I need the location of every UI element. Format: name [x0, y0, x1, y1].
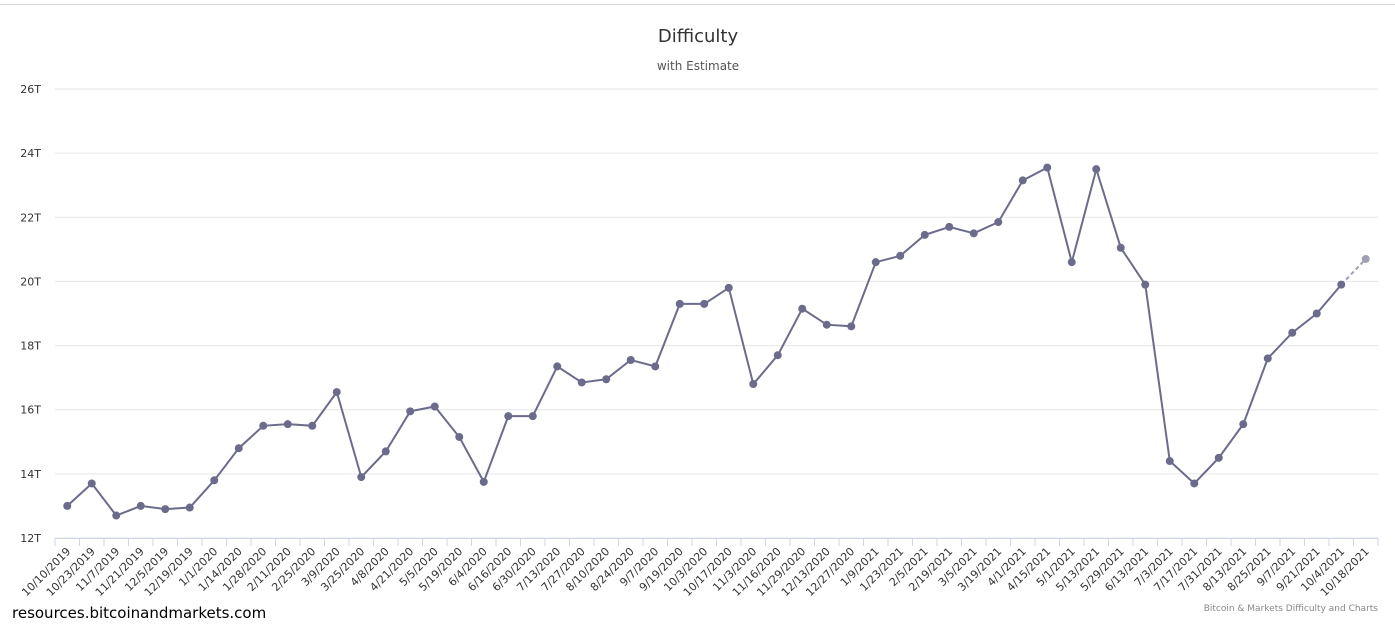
top-rule [0, 4, 1395, 5]
data-point[interactable] [773, 351, 782, 360]
data-point[interactable] [87, 479, 96, 488]
x-axis-labels: 10/10/201910/23/201911/7/201911/21/20191… [19, 538, 1379, 599]
chart-subtitle: with Estimate [657, 59, 739, 73]
data-point[interactable] [259, 421, 268, 430]
data-point[interactable] [1312, 309, 1321, 318]
data-point[interactable] [136, 501, 145, 510]
data-point[interactable] [1141, 280, 1150, 289]
data-point[interactable] [1239, 420, 1248, 429]
data-point[interactable] [1288, 328, 1297, 337]
data-point[interactable] [1214, 453, 1223, 462]
y-tick-label: 18T [20, 340, 41, 353]
data-point[interactable] [749, 380, 758, 389]
source-label: resources.bitcoinandmarkets.com [12, 604, 267, 622]
data-point[interactable] [455, 432, 464, 441]
data-point[interactable] [1116, 243, 1125, 252]
data-point[interactable] [528, 412, 537, 421]
data-point[interactable] [945, 222, 954, 231]
data-point[interactable] [896, 251, 905, 260]
data-point[interactable] [63, 501, 72, 510]
data-point[interactable] [357, 473, 366, 482]
data-point[interactable] [504, 412, 513, 421]
data-point[interactable] [161, 505, 170, 514]
data-point[interactable] [1092, 165, 1101, 174]
data-point[interactable] [920, 230, 929, 239]
data-point[interactable] [871, 258, 880, 267]
data-point[interactable] [308, 421, 317, 430]
data-point[interactable] [406, 407, 415, 416]
estimate-point[interactable] [1361, 254, 1370, 263]
data-point[interactable] [1018, 176, 1027, 185]
series-difficulty [63, 163, 1370, 520]
y-tick-label: 16T [20, 404, 41, 417]
data-point[interactable] [283, 420, 292, 429]
data-point[interactable] [210, 476, 219, 485]
y-tick-label: 24T [20, 147, 41, 160]
y-tick-label: 14T [20, 468, 41, 481]
data-point[interactable] [651, 362, 660, 371]
data-point[interactable] [479, 477, 488, 486]
data-point[interactable] [798, 304, 807, 313]
data-point[interactable] [185, 503, 194, 512]
data-point[interactable] [700, 299, 709, 308]
y-tick-label: 26T [20, 83, 41, 96]
estimate-line [1340, 258, 1367, 286]
data-point[interactable] [847, 322, 856, 331]
data-point[interactable] [1190, 479, 1199, 488]
data-point[interactable] [602, 375, 611, 384]
y-axis-labels: 12T 14T 16T 18T 20T 22T 24T 26T [20, 83, 41, 545]
y-tick-label: 20T [20, 275, 41, 288]
data-point[interactable] [234, 444, 243, 453]
data-point[interactable] [822, 320, 831, 329]
data-point[interactable] [724, 283, 733, 292]
data-point[interactable] [1337, 280, 1346, 289]
data-point[interactable] [675, 299, 684, 308]
data-point[interactable] [1043, 163, 1052, 172]
data-point[interactable] [381, 447, 390, 456]
data-point[interactable] [553, 362, 562, 371]
series-line [66, 165, 1343, 517]
data-point[interactable] [332, 388, 341, 397]
y-tick-label: 12T [20, 532, 41, 545]
data-point[interactable] [1263, 354, 1272, 363]
data-point[interactable] [626, 356, 635, 365]
data-point[interactable] [577, 378, 586, 387]
y-tick-label: 22T [20, 211, 41, 224]
chart-credits[interactable]: Bitcoin & Markets Difficulty and Charts [1203, 604, 1378, 614]
data-point[interactable] [430, 402, 439, 411]
data-point[interactable] [994, 218, 1003, 227]
data-point[interactable] [112, 511, 121, 520]
data-point[interactable] [969, 229, 978, 238]
data-point[interactable] [1165, 457, 1174, 466]
chart-title: Difficulty [658, 26, 739, 47]
data-point[interactable] [1067, 258, 1076, 267]
